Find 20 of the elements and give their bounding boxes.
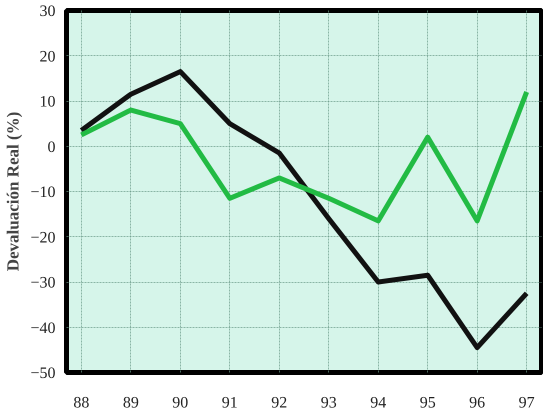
x-tick-label: 89 [122,394,139,410]
y-tick-label: 10 [40,94,56,110]
x-tick-label: 97 [518,394,535,410]
y-tick-label: −40 [30,320,56,337]
y-axis-title: Devaluación Real (%) [3,112,22,272]
y-tick-label: 20 [40,48,56,66]
x-tick-label: 88 [73,394,90,410]
x-tick-label: 90 [172,394,188,410]
x-tick-label: 95 [420,394,436,410]
x-tick-label: 91 [222,394,238,410]
y-tick-label: −30 [30,274,56,292]
y-tick-label: −20 [30,229,56,246]
y-tick-label: 30 [40,3,56,20]
y-tick-label: 0 [48,138,56,156]
x-tick-label: 92 [271,394,288,410]
y-tick-label: −50 [30,365,56,382]
x-tick-label: 96 [469,394,486,410]
y-tick-label: −10 [30,184,56,201]
x-tick-label: 94 [370,394,386,410]
x-tick-label: 93 [320,394,337,410]
